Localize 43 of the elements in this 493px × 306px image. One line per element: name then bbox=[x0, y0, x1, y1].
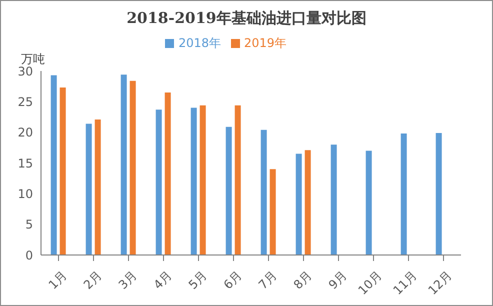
bar bbox=[130, 80, 136, 255]
bar bbox=[234, 105, 241, 255]
y-tick-label: 15 bbox=[18, 156, 33, 170]
bar bbox=[94, 119, 101, 255]
bar bbox=[436, 132, 442, 255]
bar bbox=[400, 134, 407, 255]
bar bbox=[60, 88, 66, 255]
x-tick-label: 10月 bbox=[355, 268, 385, 298]
x-tick-label: 12月 bbox=[425, 268, 455, 298]
y-tick-label: 0 bbox=[25, 248, 33, 262]
bar bbox=[156, 110, 162, 255]
x-tick-label: 5月 bbox=[186, 268, 210, 292]
legend-label: 2019年 bbox=[244, 36, 287, 50]
bar bbox=[120, 74, 127, 255]
x-tick-label: 2月 bbox=[80, 268, 105, 292]
bar bbox=[86, 124, 92, 255]
bar bbox=[330, 144, 337, 255]
x-tick-label: 3月 bbox=[116, 268, 140, 292]
y-tick-label: 5 bbox=[25, 218, 33, 232]
chart-title: 2018-2019年基础油进口量对比图 bbox=[126, 9, 368, 28]
bar bbox=[226, 126, 232, 255]
y-tick-label: 25 bbox=[18, 94, 33, 109]
bar bbox=[190, 108, 197, 255]
x-tick-label: 6月 bbox=[220, 268, 245, 292]
bar bbox=[270, 169, 276, 255]
y-tick-label: 10 bbox=[18, 186, 33, 201]
y-tick-label: 20 bbox=[18, 126, 33, 140]
bar bbox=[304, 150, 311, 255]
y-tick-label: 30 bbox=[18, 64, 33, 78]
legend-label: 2018年 bbox=[178, 36, 221, 50]
x-tick-label: 4月 bbox=[150, 268, 175, 292]
x-tick-label: 11月 bbox=[390, 268, 420, 298]
x-tick-label: 1月 bbox=[46, 268, 70, 292]
bar bbox=[50, 75, 57, 255]
x-tick-label: 8月 bbox=[290, 268, 315, 292]
bar bbox=[164, 92, 171, 255]
bar bbox=[200, 105, 206, 255]
bar bbox=[260, 130, 267, 255]
x-tick-label: 7月 bbox=[256, 268, 280, 292]
y-axis-title: 万吨 bbox=[21, 51, 45, 66]
bar bbox=[296, 154, 302, 255]
bar bbox=[366, 150, 372, 255]
x-tick-label: 9月 bbox=[326, 268, 350, 292]
